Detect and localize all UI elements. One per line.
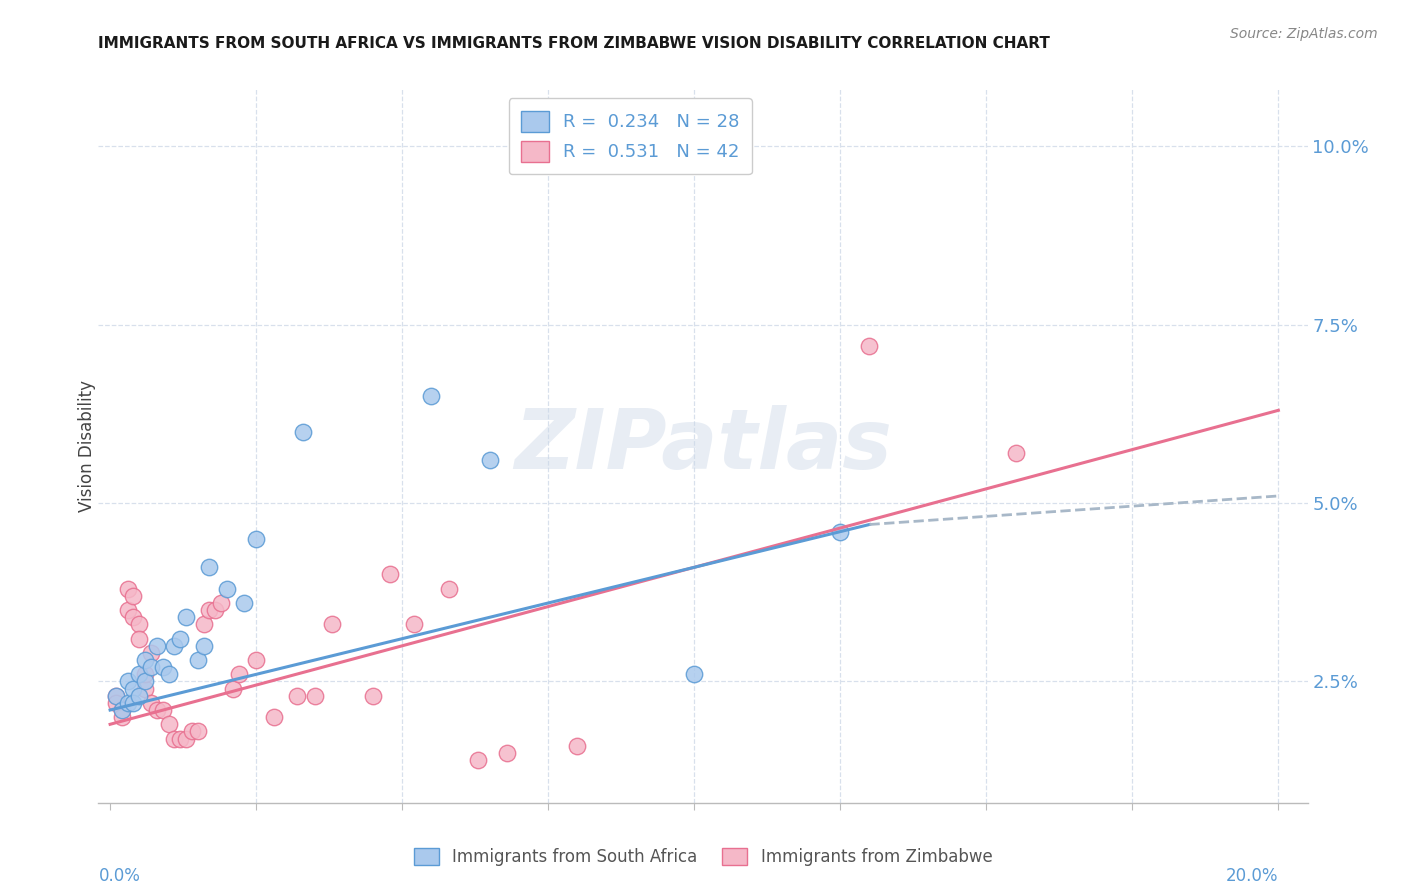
Point — [157, 667, 180, 681]
Point — [117, 696, 139, 710]
Point — [567, 739, 589, 753]
Point — [478, 453, 501, 467]
Y-axis label: Vision Disability: Vision Disability — [79, 380, 96, 512]
Point — [104, 696, 127, 710]
Point — [291, 425, 314, 439]
Point — [134, 653, 156, 667]
Point — [152, 660, 174, 674]
Point — [193, 639, 215, 653]
Point — [104, 689, 127, 703]
Point — [139, 696, 162, 710]
Point — [139, 660, 162, 674]
Point — [180, 724, 202, 739]
Point — [111, 703, 134, 717]
Point — [187, 653, 209, 667]
Point — [467, 753, 489, 767]
Point — [117, 582, 139, 596]
Point — [163, 639, 186, 653]
Point — [117, 674, 139, 689]
Point — [198, 603, 221, 617]
Legend: R =  0.234   N = 28, R =  0.531   N = 42: R = 0.234 N = 28, R = 0.531 N = 42 — [509, 98, 752, 174]
Point — [146, 639, 169, 653]
Point — [117, 603, 139, 617]
Text: Source: ZipAtlas.com: Source: ZipAtlas.com — [1230, 27, 1378, 41]
Point — [304, 689, 326, 703]
Point — [134, 681, 156, 696]
Point — [222, 681, 245, 696]
Point — [858, 339, 880, 353]
Point — [122, 589, 145, 603]
Point — [245, 653, 267, 667]
Point — [111, 703, 134, 717]
Point — [134, 674, 156, 689]
Point — [204, 603, 226, 617]
Legend: Immigrants from South Africa, Immigrants from Zimbabwe: Immigrants from South Africa, Immigrants… — [406, 841, 1000, 873]
Point — [402, 617, 425, 632]
Point — [437, 582, 460, 596]
Point — [163, 731, 186, 746]
Text: 0.0%: 0.0% — [98, 867, 141, 885]
Point — [361, 689, 384, 703]
Point — [157, 717, 180, 731]
Point — [263, 710, 285, 724]
Point — [152, 703, 174, 717]
Text: ZIPatlas: ZIPatlas — [515, 406, 891, 486]
Point — [321, 617, 343, 632]
Text: 20.0%: 20.0% — [1226, 867, 1278, 885]
Point — [122, 681, 145, 696]
Text: IMMIGRANTS FROM SOUTH AFRICA VS IMMIGRANTS FROM ZIMBABWE VISION DISABILITY CORRE: IMMIGRANTS FROM SOUTH AFRICA VS IMMIGRAN… — [98, 36, 1050, 51]
Point — [169, 731, 191, 746]
Point — [128, 667, 150, 681]
Point — [169, 632, 191, 646]
Point — [174, 610, 197, 624]
Point — [187, 724, 209, 739]
Point — [174, 731, 197, 746]
Point — [139, 646, 162, 660]
Point — [830, 524, 852, 539]
Point — [128, 632, 150, 646]
Point — [209, 596, 232, 610]
Point — [198, 560, 221, 574]
Point — [134, 667, 156, 681]
Point — [245, 532, 267, 546]
Point — [122, 696, 145, 710]
Point — [146, 703, 169, 717]
Point — [1004, 446, 1026, 460]
Point — [193, 617, 215, 632]
Point — [683, 667, 706, 681]
Point — [111, 710, 134, 724]
Point — [128, 617, 150, 632]
Point — [380, 567, 402, 582]
Point — [215, 582, 238, 596]
Point — [104, 689, 127, 703]
Point — [228, 667, 250, 681]
Point — [496, 746, 519, 760]
Point — [420, 389, 443, 403]
Point — [233, 596, 256, 610]
Point — [285, 689, 308, 703]
Point — [128, 689, 150, 703]
Point — [122, 610, 145, 624]
